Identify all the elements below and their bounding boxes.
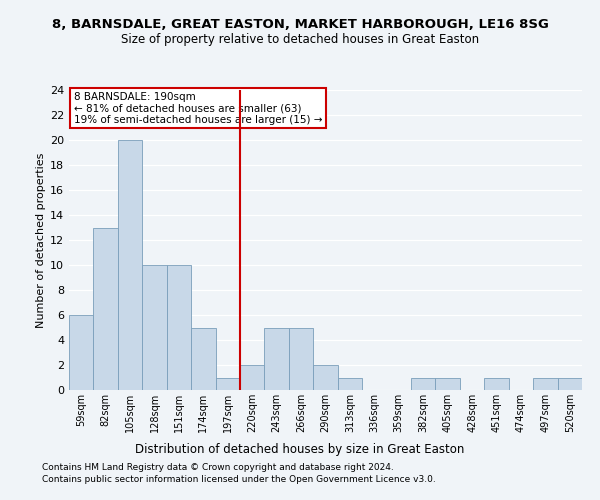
Bar <box>533 378 557 390</box>
Text: 8, BARNSDALE, GREAT EASTON, MARKET HARBOROUGH, LE16 8SG: 8, BARNSDALE, GREAT EASTON, MARKET HARBO… <box>52 18 548 30</box>
Y-axis label: Number of detached properties: Number of detached properties <box>36 152 46 328</box>
Bar <box>313 365 338 390</box>
Text: 8 BARNSDALE: 190sqm
← 81% of detached houses are smaller (63)
19% of semi-detach: 8 BARNSDALE: 190sqm ← 81% of detached ho… <box>74 92 323 124</box>
Bar <box>557 378 582 390</box>
Text: Distribution of detached houses by size in Great Easton: Distribution of detached houses by size … <box>136 442 464 456</box>
Bar <box>191 328 215 390</box>
Bar <box>338 378 362 390</box>
Bar <box>215 378 240 390</box>
Bar <box>69 315 94 390</box>
Bar <box>142 265 167 390</box>
Text: Contains public sector information licensed under the Open Government Licence v3: Contains public sector information licen… <box>42 475 436 484</box>
Bar <box>118 140 142 390</box>
Text: Size of property relative to detached houses in Great Easton: Size of property relative to detached ho… <box>121 32 479 46</box>
Bar <box>411 378 436 390</box>
Bar <box>484 378 509 390</box>
Text: Contains HM Land Registry data © Crown copyright and database right 2024.: Contains HM Land Registry data © Crown c… <box>42 464 394 472</box>
Bar <box>436 378 460 390</box>
Bar <box>289 328 313 390</box>
Bar <box>265 328 289 390</box>
Bar <box>167 265 191 390</box>
Bar <box>94 228 118 390</box>
Bar <box>240 365 265 390</box>
